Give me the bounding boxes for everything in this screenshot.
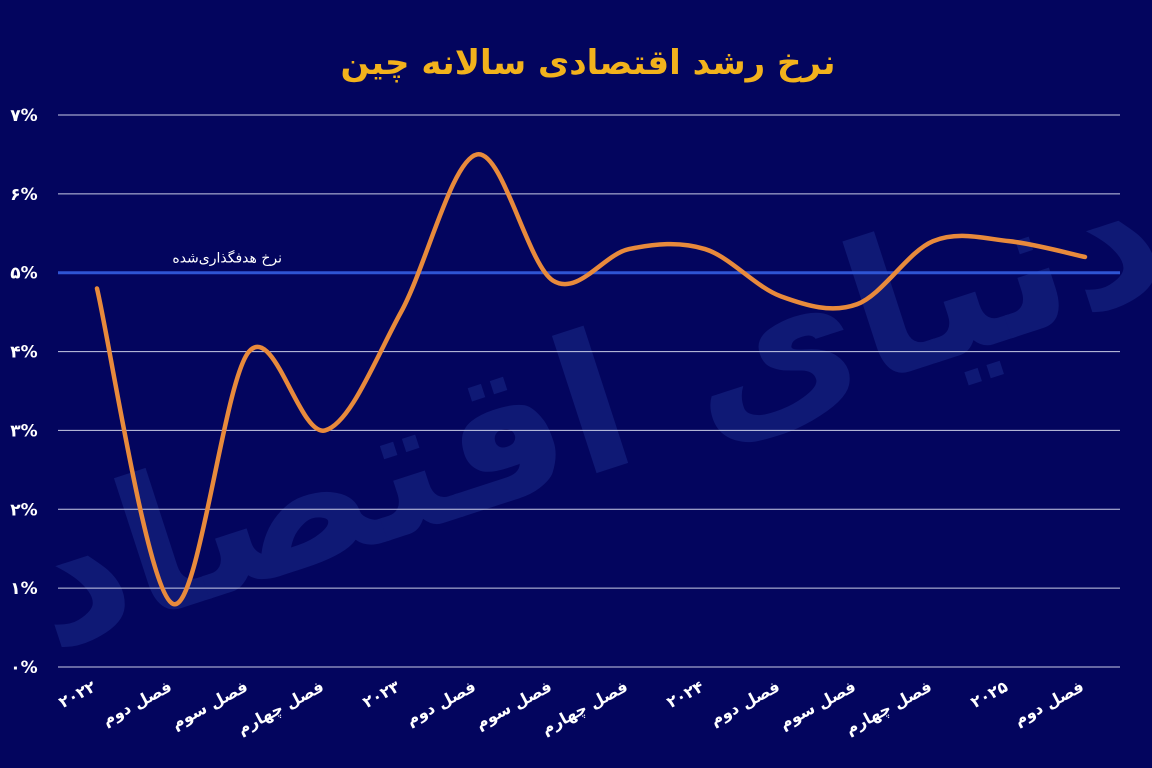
x-tick-label: فصل دوم: [99, 677, 175, 729]
y-tick-label: ۴%: [10, 343, 37, 363]
x-tick-label: ۲۰۲۴: [663, 677, 707, 712]
watermark: دنیای اقتصاد: [0, 118, 1152, 693]
x-tick-label: فصل دوم: [707, 677, 783, 729]
y-tick-label: ۱%: [10, 579, 37, 599]
x-tick-label: ۲۰۲۳: [359, 677, 403, 712]
y-tick-label: ۵%: [10, 264, 37, 284]
y-tick-label: ۳%: [10, 421, 37, 441]
series-line: [94, 152, 1088, 607]
x-tick-label: فصل دوم: [1011, 677, 1087, 729]
target-label: نرخ هدفگذاری‌شده: [172, 250, 282, 267]
y-axis-tick-labels: ۰% ۱% ۲% ۳% ۴% ۵% ۶% ۷%: [10, 106, 37, 678]
x-tick-label: فصل چهارم: [538, 677, 631, 739]
x-tick-label: فصل چهارم: [234, 677, 327, 739]
chart-title: نرخ رشد اقتصادی سالانه چین: [341, 43, 836, 83]
y-tick-label: ۷%: [10, 106, 37, 126]
y-tick-label: ۰%: [10, 658, 37, 678]
x-tick-label: فصل چهارم: [842, 677, 935, 739]
y-tick-label: ۲%: [10, 500, 37, 520]
y-tick-label: ۶%: [10, 185, 37, 205]
x-tick-label: فصل دوم: [403, 677, 479, 729]
x-tick-label: ۲۰۲۵: [967, 677, 1011, 712]
